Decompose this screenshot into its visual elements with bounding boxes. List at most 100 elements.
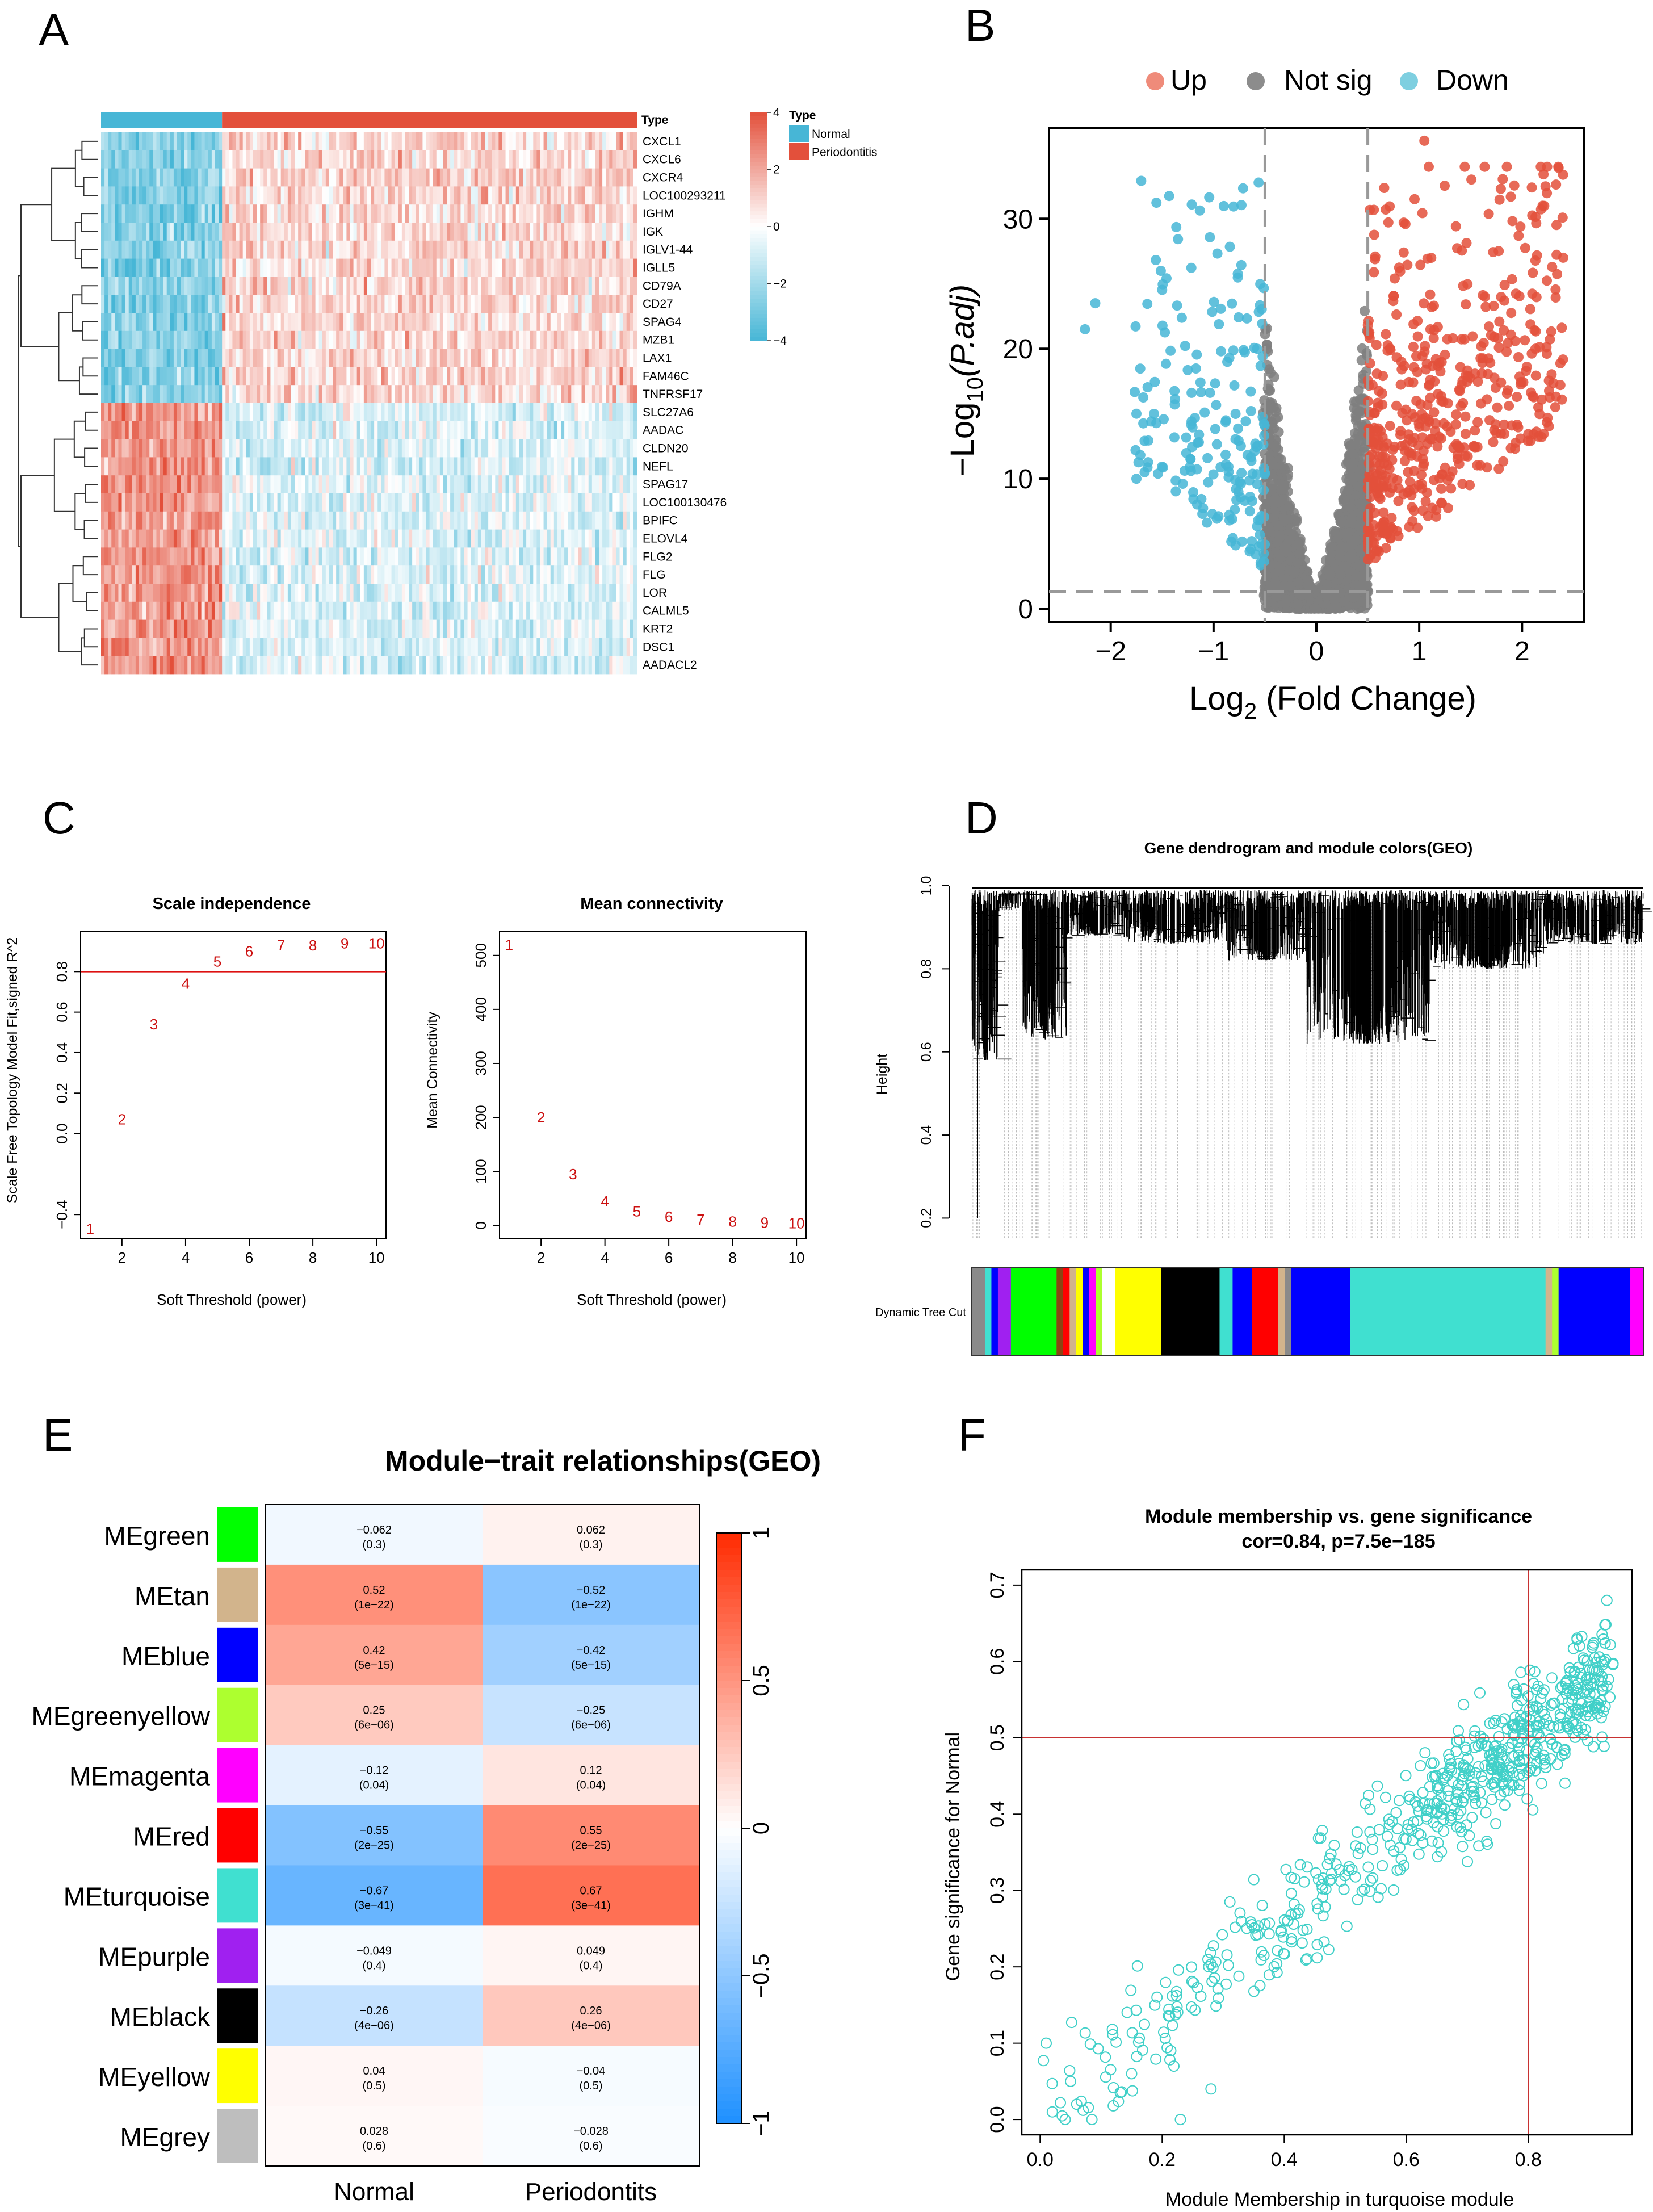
a-heatmap-cell <box>519 330 523 349</box>
a-heatmap-cell <box>204 638 209 656</box>
a-heatmap-cell <box>630 367 634 386</box>
a-heatmap-cell <box>257 511 261 530</box>
a-heatmap-cell <box>557 132 561 151</box>
a-heatmap-cell <box>388 330 392 349</box>
a-heatmap-cell <box>308 457 312 476</box>
a-heatmap-cell <box>630 240 634 259</box>
a-heatmap-cell <box>257 493 261 512</box>
a-heatmap-cell <box>436 186 440 205</box>
a-heatmap-cell <box>135 186 140 205</box>
a-heatmap-cell <box>108 132 112 151</box>
a-heatmap-cell <box>121 223 126 241</box>
a-heatmap-cell <box>543 367 548 386</box>
a-heatmap-cell <box>488 421 492 439</box>
a-heatmap-cell <box>523 276 527 295</box>
a-scale-step <box>750 120 767 124</box>
a-heatmap-cell <box>464 240 468 259</box>
a-heatmap-cell <box>492 493 496 512</box>
a-heatmap-cell <box>204 276 209 295</box>
a-gene-label: CD79A <box>643 279 681 292</box>
a-heatmap-cell <box>219 385 223 404</box>
a-heatmap-cell <box>606 619 610 638</box>
a-heatmap-cell <box>249 403 254 422</box>
a-heatmap-cell <box>485 511 489 530</box>
a-heatmap-cell <box>568 349 572 367</box>
a-heatmap-cell <box>595 349 599 367</box>
a-heatmap-cell <box>249 186 254 205</box>
a-heatmap-cell <box>125 367 129 386</box>
a-heatmap-cell <box>616 168 620 187</box>
a-heatmap-cell <box>623 457 627 476</box>
a-heatmap-cell <box>298 421 302 439</box>
a-heatmap-cell <box>222 132 226 151</box>
a-heatmap-cell <box>108 204 112 223</box>
a-heatmap-cell <box>139 421 143 439</box>
a-heatmap-cell <box>526 547 530 566</box>
a-heatmap-cell <box>201 584 205 602</box>
a-heatmap-cell <box>626 186 631 205</box>
a-heatmap-cell <box>564 150 568 169</box>
a-heatmap-cell <box>187 619 191 638</box>
a-heatmap-cell <box>412 150 416 169</box>
a-heatmap-cell <box>553 619 558 638</box>
a-heatmap-cell <box>312 313 316 332</box>
a-heatmap-cell <box>101 493 105 512</box>
a-heatmap-cell <box>568 656 572 675</box>
a-heatmap-cell <box>464 313 468 332</box>
a-heatmap-cell <box>246 367 250 386</box>
a-heatmap-cell <box>187 475 191 494</box>
a-heatmap-cell <box>184 295 188 313</box>
a-heatmap-cell <box>509 168 513 187</box>
a-heatmap-cell <box>515 493 520 512</box>
a-heatmap-cell <box>495 547 499 566</box>
a-heatmap-cell <box>509 330 513 349</box>
a-heatmap-cell <box>550 150 555 169</box>
a-heatmap-cell <box>253 132 257 151</box>
a-heatmap-cell <box>242 385 247 404</box>
a-heatmap-cell <box>502 421 506 439</box>
a-heatmap-cell <box>377 258 381 277</box>
a-heatmap-cell <box>360 439 364 458</box>
a-heatmap-cell <box>626 565 631 584</box>
a-heatmap-cell <box>371 349 375 367</box>
a-heatmap-cell <box>409 385 413 404</box>
a-heatmap-cell <box>523 330 527 349</box>
a-heatmap-cell <box>485 493 489 512</box>
a-heatmap-cell <box>401 493 406 512</box>
a-heatmap-cell <box>471 132 475 151</box>
a-heatmap-cell <box>509 204 513 223</box>
a-gene-label: ELOVL4 <box>643 533 688 546</box>
a-heatmap-cell <box>564 258 568 277</box>
a-heatmap-cell <box>312 584 316 602</box>
a-heatmap-cell <box>457 313 461 332</box>
a-heatmap-cell <box>395 403 399 422</box>
a-type-annotation-bar <box>101 112 637 128</box>
a-heatmap-cell <box>547 240 551 259</box>
a-heatmap-cell <box>457 258 461 277</box>
a-heatmap-cell <box>146 457 150 476</box>
a-heatmap-cell <box>198 619 202 638</box>
a-heatmap-cell <box>356 258 361 277</box>
a-heatmap-cell <box>270 638 274 656</box>
a-heatmap-cell <box>602 584 606 602</box>
a-heatmap-cell <box>153 601 157 620</box>
a-heatmap-cell <box>502 403 506 422</box>
a-heatmap-cell <box>533 619 537 638</box>
a-heatmap-cell <box>346 493 350 512</box>
a-heatmap-cell <box>547 619 551 638</box>
a-heatmap-cell <box>257 439 261 458</box>
a-heatmap-cell <box>498 240 502 259</box>
a-heatmap-cell <box>104 168 108 187</box>
a-heatmap-cell <box>291 367 295 386</box>
a-heatmap-cell <box>591 132 596 151</box>
a-heatmap-cell <box>612 403 616 422</box>
a-heatmap-cell <box>280 656 285 675</box>
a-heatmap-cell <box>447 132 451 151</box>
a-heatmap-cell <box>523 601 527 620</box>
a-heatmap-cell <box>626 529 631 548</box>
a-heatmap-cell <box>280 240 285 259</box>
a-heatmap-cell <box>557 529 561 548</box>
a-heatmap-cell <box>329 349 333 367</box>
a-heatmap-cell <box>301 186 305 205</box>
a-heatmap-cell <box>295 638 299 656</box>
